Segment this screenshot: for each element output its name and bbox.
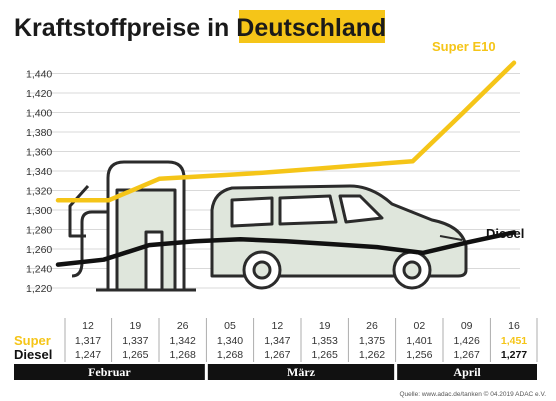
data-label: 1,451 <box>501 335 527 347</box>
legend-diesel: Diesel <box>486 226 524 241</box>
month-label: April <box>453 365 481 379</box>
fuel-pump-and-car-illustration <box>68 160 468 292</box>
y-tick-label: 1,340 <box>26 166 52 178</box>
month-band-2 <box>397 364 537 380</box>
data-label: 1,353 <box>312 335 338 347</box>
y-tick-label: 1,420 <box>26 88 52 100</box>
series-line-0 <box>55 60 517 203</box>
x-tick-label: 19 <box>129 320 141 332</box>
title-part-2: Deutschland <box>236 14 386 42</box>
x-tick-label: 12 <box>271 320 283 332</box>
y-tick-label: 1,220 <box>26 283 52 295</box>
y-axis-ticks: 1,220 1,240 1,260 1,280 1,300 1,320 1,340 1,360… <box>26 69 52 296</box>
x-tick-label: 26 <box>177 320 189 332</box>
row-label-super: Super <box>14 333 51 348</box>
month-band-0 <box>14 364 205 380</box>
series-lines <box>55 60 517 267</box>
y-tick-label: 1,300 <box>26 205 52 217</box>
x-tick-label: 05 <box>224 320 236 332</box>
data-label: 1,268 <box>170 349 196 361</box>
legend: Super E10 Diesel <box>432 39 524 241</box>
row-label-diesel: Diesel <box>14 347 52 362</box>
data-label: 1,317 <box>75 335 101 347</box>
title-highlight <box>239 10 385 43</box>
legend-super-e10: Super E10 <box>432 39 496 54</box>
fuel-pump-icon <box>68 160 196 292</box>
data-label: 1,268 <box>217 349 243 361</box>
data-label: 1,277 <box>501 349 527 361</box>
y-tick-label: 1,280 <box>26 225 52 237</box>
data-label: 1,340 <box>217 335 243 347</box>
data-label: 1,401 <box>406 335 432 347</box>
y-tick-label: 1,320 <box>26 186 52 198</box>
month-bar: Februar März April <box>14 364 537 380</box>
chart-title: Kraftstoffpreise in Deutschland <box>14 14 386 42</box>
series-line-1 <box>55 230 517 267</box>
data-label: 1,267 <box>454 349 480 361</box>
data-label: 1,262 <box>359 349 385 361</box>
y-tick-label: 1,260 <box>26 244 52 256</box>
data-label: 1,265 <box>312 349 338 361</box>
x-tick-label: 09 <box>461 320 473 332</box>
x-tick-label: 02 <box>413 320 425 332</box>
x-tick-label: 19 <box>319 320 331 332</box>
month-label: März <box>287 365 316 379</box>
y-tick-label: 1,360 <box>26 147 52 159</box>
data-table: 12 19 26 05 12 19 26 02 09 16 Super 1,317 1,337 1,342… <box>14 318 538 362</box>
y-tick-label: 1,440 <box>26 69 52 81</box>
data-label: 1,426 <box>454 335 480 347</box>
data-label: 1,256 <box>406 349 432 361</box>
data-label: 1,342 <box>170 335 196 347</box>
source-credit: Quelle: www.adac.de/tanken © 04.2019 ADA… <box>399 390 546 398</box>
data-label: 1,265 <box>122 349 148 361</box>
month-label: Februar <box>88 365 131 379</box>
x-tick-label: 26 <box>366 320 378 332</box>
data-label: 1,337 <box>122 335 148 347</box>
x-tick-label: 16 <box>508 320 520 332</box>
data-label: 1,247 <box>75 349 101 361</box>
data-label: 1,375 <box>359 335 385 347</box>
car-icon <box>210 184 468 290</box>
y-tick-label: 1,240 <box>26 264 52 276</box>
title-part-1: Kraftstoffpreise in <box>14 14 236 42</box>
x-tick-label: 12 <box>82 320 94 332</box>
month-band-1 <box>207 364 395 380</box>
y-tick-label: 1,400 <box>26 108 52 120</box>
y-tick-label: 1,380 <box>26 127 52 139</box>
data-label: 1,267 <box>264 349 290 361</box>
data-label: 1,347 <box>264 335 290 347</box>
